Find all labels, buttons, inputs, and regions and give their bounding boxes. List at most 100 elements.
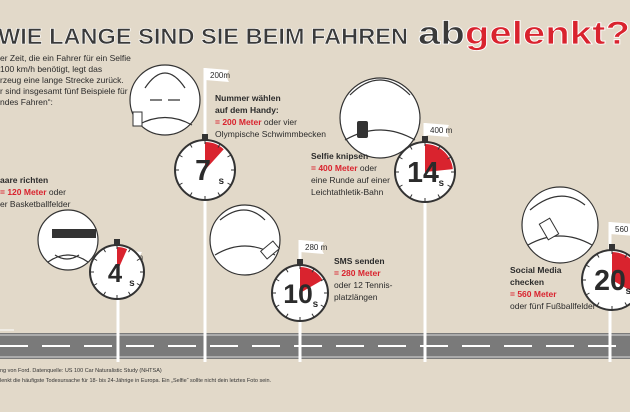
- timer-knob: [422, 136, 428, 142]
- intro-line: 100 km/h benötigt, legt das: [0, 64, 102, 74]
- timer-knob: [202, 134, 208, 140]
- timer-tick: [398, 156, 403, 160]
- timer-tick: [189, 143, 193, 148]
- timer-tick: [128, 291, 131, 296]
- timer-tick: [596, 302, 600, 307]
- footer-line: ng von Ford. Datenquelle: US 100 Car Nat…: [0, 368, 162, 374]
- timer-tick: [624, 302, 628, 307]
- timer-tick: [227, 182, 232, 186]
- title-main: WIE LANGE SIND SIE BEIM FAHREN: [0, 24, 408, 49]
- timer-tick: [585, 264, 590, 268]
- timer-knob: [114, 239, 120, 245]
- distance-value: = 400 Meter: [311, 163, 358, 173]
- timer-tick: [311, 313, 315, 318]
- timer-knob: [609, 244, 615, 250]
- distance-value: = 200 Meter: [215, 117, 262, 127]
- timer-seconds: 10: [283, 279, 313, 309]
- flag-label: 280 m: [305, 243, 328, 252]
- item-description: Olympische Schwimmbecken: [215, 129, 326, 139]
- timer-unit: s: [129, 278, 135, 289]
- intro-line: er Zeit, die ein Fahrer für ein Selfie: [0, 53, 131, 63]
- timer-unit: s: [313, 299, 319, 310]
- timer-tick: [178, 182, 183, 186]
- timer-tick: [217, 192, 221, 197]
- item-heading: SMS senden: [334, 256, 385, 266]
- item-description: oder 12 Tennis-: [334, 280, 393, 290]
- timer-wedge: [205, 142, 224, 170]
- timer-tick: [217, 143, 221, 148]
- timer-tick: [93, 258, 98, 261]
- timer-tick: [275, 278, 280, 282]
- item-distance: = 560 Meter: [510, 289, 557, 299]
- timer-tick: [409, 145, 413, 150]
- title-accent-red: gelenkt?: [465, 15, 630, 51]
- item-distance: = 200 Meter oder vier: [215, 117, 297, 127]
- timer-tick: [285, 268, 289, 273]
- item-description: platzlängen: [334, 292, 378, 302]
- timer-tick: [409, 194, 413, 199]
- timer-unit: s: [439, 178, 445, 189]
- timer-tick: [136, 283, 141, 286]
- timer-tick: [93, 283, 98, 286]
- timer-seconds: 20: [594, 265, 626, 297]
- flag-label: 400 m: [430, 126, 453, 135]
- item-description: er Basketballfelder: [0, 199, 71, 209]
- timer-tick: [189, 192, 193, 197]
- timer-unit: s: [626, 286, 630, 297]
- title-accent-black: ab: [418, 15, 465, 51]
- title-accent: ab gelenkt?: [418, 15, 630, 51]
- intro-line: ndes Fahren“:: [0, 97, 53, 107]
- intro-line: rzeug eine lange Strecke zurück.: [0, 75, 124, 85]
- illustration-sms: [209, 204, 281, 276]
- timer-tick: [178, 154, 183, 158]
- distance-value: = 120 Meter: [0, 187, 47, 197]
- timer-tick: [128, 248, 131, 253]
- distance-value: = 280 Meter: [334, 268, 381, 278]
- timer-tick: [103, 248, 106, 253]
- timer-tick: [227, 154, 232, 158]
- timer-tick: [320, 304, 325, 308]
- item-distance: = 280 Meter: [334, 268, 381, 278]
- flag: [425, 123, 449, 137]
- timer-wedge: [612, 252, 630, 291]
- timer-tick: [437, 145, 441, 150]
- item-distance: = 400 Meter oder: [311, 163, 377, 173]
- flag: [300, 240, 324, 254]
- item-heading: checken: [510, 277, 544, 287]
- flag: [610, 222, 630, 236]
- intro-line: r sind insgesamt fünf Beispiele für: [0, 86, 128, 96]
- timer-knob: [297, 259, 303, 265]
- item-heading: Selfie knipsen: [311, 151, 368, 161]
- item-description: eine Runde auf einer: [311, 175, 390, 185]
- timer-seconds: 14: [407, 157, 439, 189]
- item-distance: = 120 Meter oder: [0, 187, 66, 197]
- illustration-dial: [129, 64, 201, 136]
- illustration-hair: [37, 209, 99, 271]
- timer-tick: [585, 292, 590, 296]
- timer-tick: [596, 253, 600, 258]
- timer-tick: [447, 156, 452, 160]
- item-description: Leichtathletik-Bahn: [311, 187, 384, 197]
- distance-rest: oder: [360, 163, 377, 173]
- item-heading: Social Media: [510, 265, 562, 275]
- item-heading: auf dem Handy:: [215, 105, 279, 115]
- distance-value: = 560 Meter: [510, 289, 557, 299]
- timer-seconds: 7: [195, 155, 211, 187]
- item-heading: aare richten: [0, 175, 48, 185]
- flag-label: 560 m: [615, 225, 630, 234]
- timer-tick: [285, 313, 289, 318]
- timer-tick: [136, 258, 141, 261]
- timer-tick: [624, 253, 628, 258]
- distance-rest: oder vier: [264, 117, 297, 127]
- timer-tick: [311, 268, 315, 273]
- timer-tick: [437, 194, 441, 199]
- timer-wedge: [425, 144, 453, 172]
- timer-wedge: [300, 267, 323, 293]
- timer-tick: [447, 184, 452, 188]
- distance-rest: oder: [49, 187, 66, 197]
- illustration-social: [521, 186, 599, 264]
- timer-seconds: 4: [108, 260, 123, 288]
- timer-tick: [275, 304, 280, 308]
- footer-line: lenkt die häufigste Todesursache für 18-…: [0, 378, 272, 384]
